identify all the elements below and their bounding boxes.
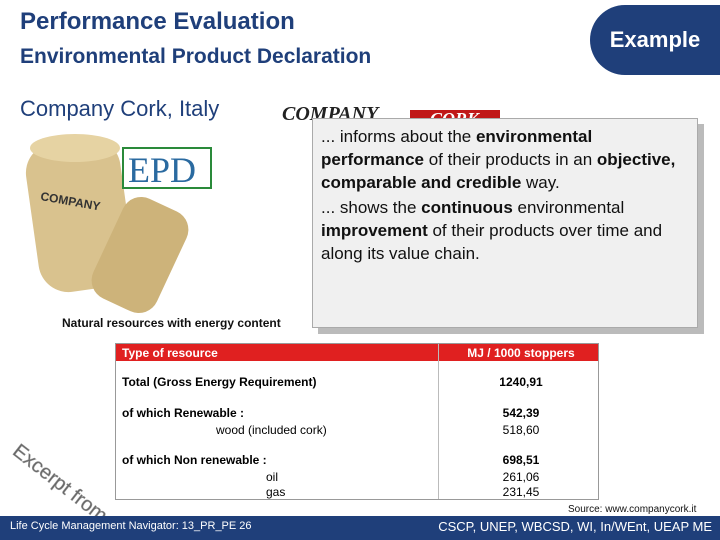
table-cell: wood (included cork) [216, 423, 327, 437]
callout-text: objective, comparable and credible [321, 150, 676, 192]
header-cell: Type of resource [122, 346, 218, 360]
callout-text: improvement [321, 221, 428, 240]
table-cell: oil [266, 470, 279, 484]
callout-text: way. [521, 173, 560, 192]
table-cell: Total (Gross Energy Requirement) [122, 375, 317, 389]
callout-paragraph: ... shows the continuous environmental i… [321, 196, 689, 265]
table-cell: 261,06 [502, 470, 540, 484]
table-cell: 231,45 [502, 485, 540, 499]
company: Company Cork, Italy [20, 96, 220, 121]
header-cell: MJ / 1000 stoppers [467, 346, 575, 360]
table-cell: 518,60 [502, 423, 540, 437]
epd-logo: EPD [128, 150, 196, 190]
callout-text: ... shows the [321, 198, 422, 217]
callout: ... informs about the environmental perf… [312, 118, 698, 328]
callout-text: environmental [512, 198, 625, 217]
callout-text: of their products over time and along it… [321, 221, 663, 263]
callout-text: continuous [421, 198, 513, 217]
column-divider [438, 344, 439, 499]
table-cell: 698,51 [502, 453, 540, 467]
table-cell: of which Non renewable : [122, 453, 267, 467]
table-cell: of which Renewable : [122, 406, 245, 420]
table-cell: 1240,91 [499, 375, 543, 389]
callout-text: environmental performance [321, 127, 593, 169]
callout-paragraph: ... informs about the environmental perf… [321, 125, 689, 194]
table-header: Type of resource MJ / 1000 stoppers [116, 344, 598, 361]
table: Type of resource MJ / 1000 stoppers Total … [115, 343, 599, 500]
subtitle: Environmental Product Declaration [20, 45, 372, 68]
callout-text: ... informs about the [321, 127, 476, 146]
cork-image: COMPANY EPD [25, 134, 212, 314]
table-caption: Natural resources with energy content [62, 316, 281, 330]
title: Performance Evaluation [20, 8, 295, 35]
footer-left: Life Cycle Management Navigator: 13_PR_P… [10, 520, 252, 532]
footer-bar [0, 516, 720, 540]
table-cell: gas [266, 485, 286, 499]
source: Source: www.companycork.it [568, 504, 697, 515]
table-cell: 542,39 [502, 406, 540, 420]
footer-right: CSCP, UNEP, WBCSD, WI, In/WEnt, UEAP ME [438, 519, 712, 534]
callout-text: of their products in an [423, 150, 597, 169]
badge: Example [590, 5, 720, 75]
